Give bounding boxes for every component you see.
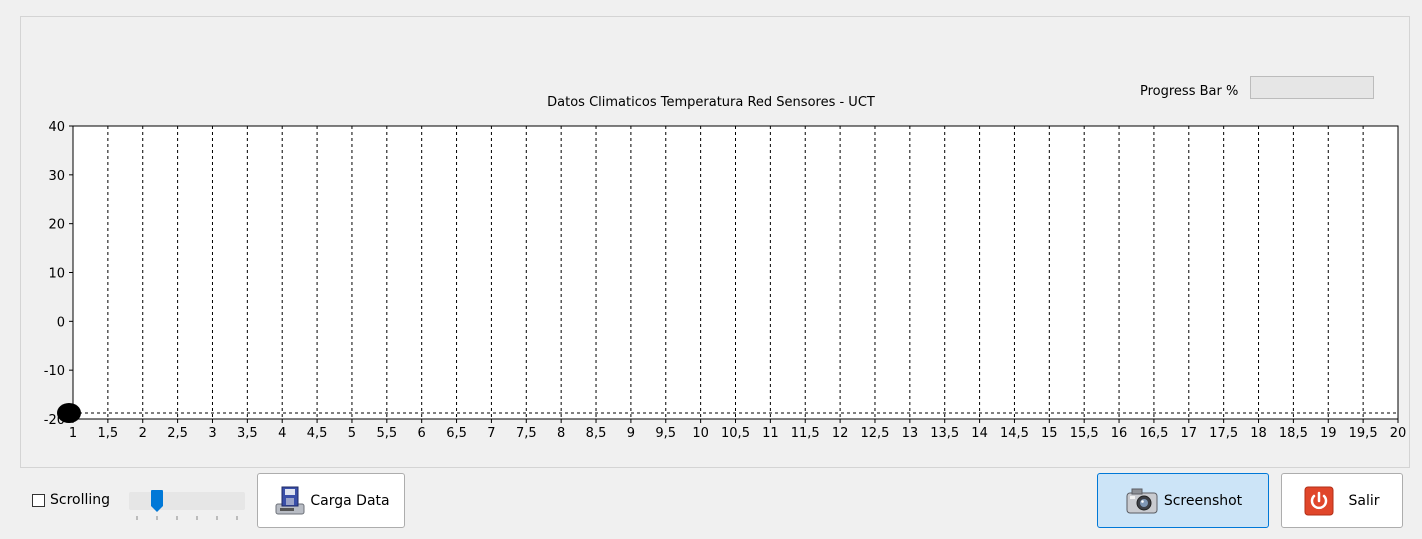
x-tick-label: 17 [1181, 426, 1198, 441]
x-tick-label: 8 [557, 426, 565, 441]
x-tick-label: 18 [1250, 426, 1267, 441]
x-tick-label: 2 [139, 426, 147, 441]
salir-button[interactable]: Salir [1281, 473, 1403, 528]
x-tick-label: 15 [1041, 426, 1058, 441]
x-tick-label: 13 [902, 426, 919, 441]
x-tick-label: 11 [762, 426, 779, 441]
x-tick-label: 4,5 [307, 426, 328, 441]
y-tick-label: 0 [57, 315, 65, 330]
power-icon [1304, 486, 1334, 515]
scrolling-label: Scrolling [50, 492, 111, 508]
carga-data-button[interactable]: Carga Data [257, 473, 405, 528]
camera-icon [1126, 488, 1158, 513]
x-tick-label: 13,5 [930, 426, 959, 441]
slider-ticks [136, 516, 238, 520]
progress-label: Progress Bar % [1140, 84, 1239, 99]
x-tick-label: 11,5 [791, 426, 820, 441]
x-tick-label: 8,5 [586, 426, 607, 441]
salir-label: Salir [1348, 492, 1380, 509]
y-tick-label: 40 [48, 120, 65, 135]
progress-bar [1250, 76, 1374, 99]
x-tick-label: 16,5 [1139, 426, 1168, 441]
scroll-slider[interactable] [129, 490, 245, 520]
x-tick-label: 6,5 [446, 426, 467, 441]
x-tick-label: 5 [348, 426, 356, 441]
slider-thumb[interactable] [151, 490, 163, 512]
y-tick-label: 10 [48, 267, 65, 282]
x-tick-label: 12 [832, 426, 849, 441]
y-tick-label: 20 [48, 218, 65, 233]
y-tick-label: 30 [48, 169, 65, 184]
x-tick-label: 10 [692, 426, 709, 441]
x-tick-label: 19 [1320, 426, 1337, 441]
x-tick-label: 5,5 [376, 426, 397, 441]
slider-track[interactable] [129, 492, 245, 510]
x-tick-label: 16 [1111, 426, 1128, 441]
x-tick-label: 9,5 [655, 426, 676, 441]
x-tick-label: 18,5 [1279, 426, 1308, 441]
x-tick-label: 3,5 [237, 426, 258, 441]
x-tick-label: 2,5 [167, 426, 188, 441]
x-tick-label: 4 [278, 426, 286, 441]
x-tick-label: 14 [971, 426, 988, 441]
x-tick-label: 15,5 [1070, 426, 1099, 441]
chart-title: Datos Climaticos Temperatura Red Sensore… [547, 95, 875, 110]
x-tick-label: 12,5 [860, 426, 889, 441]
x-tick-label: 19,5 [1349, 426, 1378, 441]
scrolling-checkbox[interactable]: Scrolling [32, 492, 110, 508]
x-tick-label: 20 [1390, 426, 1407, 441]
x-tick-label: 9 [627, 426, 635, 441]
x-tick-label: 1 [69, 426, 77, 441]
x-tick-label: 14,5 [1000, 426, 1029, 441]
x-tick-label: 7,5 [516, 426, 537, 441]
x-tick-label: 1,5 [98, 426, 119, 441]
data-point [57, 403, 81, 423]
x-tick-label: 3 [208, 426, 216, 441]
x-tick-label: 17,5 [1209, 426, 1238, 441]
carga-data-label: Carga Data [310, 492, 390, 509]
floppy-disk-drive-icon [275, 486, 305, 514]
screenshot-label: Screenshot [1163, 492, 1243, 509]
x-tick-label: 7 [487, 426, 495, 441]
x-tick-label: 6 [418, 426, 426, 441]
screenshot-button[interactable]: Screenshot [1097, 473, 1269, 528]
x-tick-label: 10,5 [721, 426, 750, 441]
plot-area: 1 1,5 2 2,5 3 3,5 4 4,5 5 5,5 6 6,5 7 7,5 8 8,5 9 9,5 10 10… [44, 120, 1407, 441]
checkbox-box[interactable] [32, 493, 45, 507]
y-tick-label: -10 [44, 364, 65, 379]
